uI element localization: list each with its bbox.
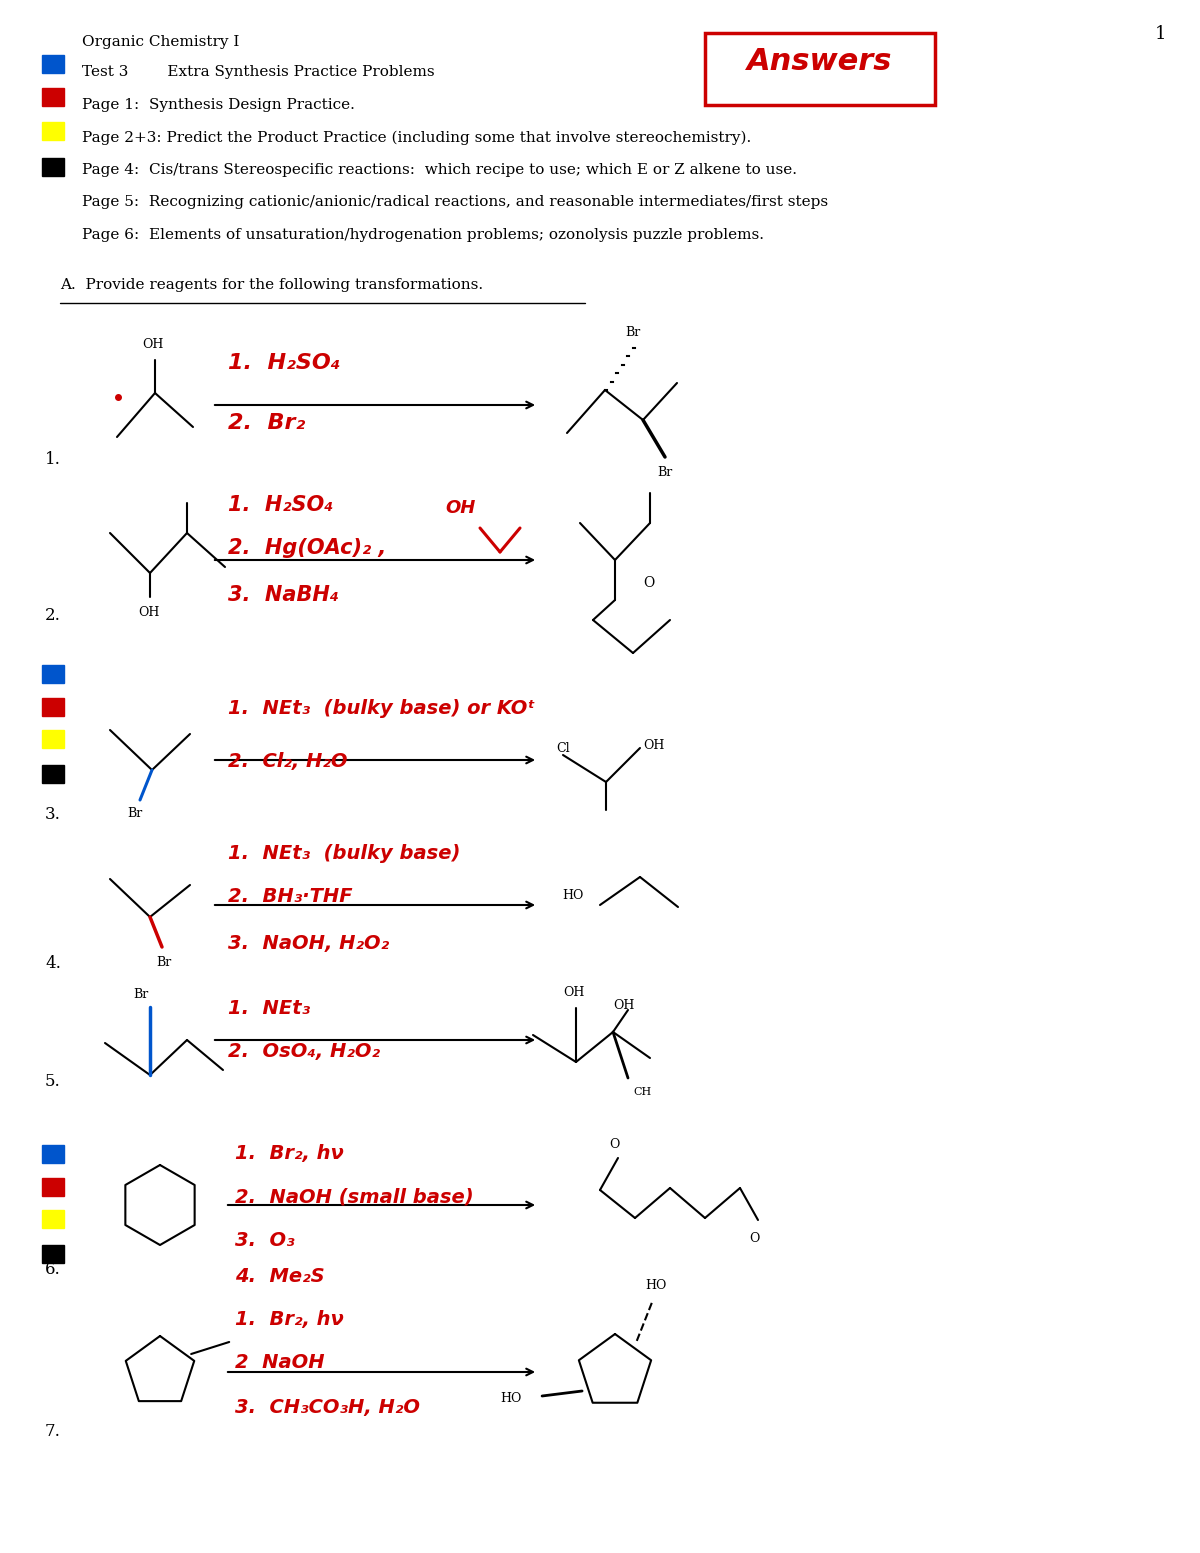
Text: OH: OH [143, 339, 163, 351]
Text: Answers: Answers [748, 48, 893, 76]
Bar [42, 89, 64, 106]
Text: 1.  Br₂, hν: 1. Br₂, hν [235, 1311, 343, 1329]
Text: OH: OH [138, 607, 160, 620]
Text: 4.: 4. [46, 955, 61, 972]
Bar [706, 33, 935, 106]
Text: 5.: 5. [46, 1073, 61, 1090]
Text: OH: OH [643, 739, 665, 753]
Text: Br: Br [133, 989, 149, 1002]
Bar [42, 158, 64, 175]
Bar [42, 1210, 64, 1228]
Text: 2.  Cl₂, H₂O: 2. Cl₂, H₂O [228, 753, 348, 772]
Text: Br: Br [156, 955, 172, 969]
Text: 1.  NEt₃  (bulky base): 1. NEt₃ (bulky base) [228, 843, 461, 862]
Text: Page 6:  Elements of unsaturation/hydrogenation problems; ozonolysis puzzle prob: Page 6: Elements of unsaturation/hydroge… [82, 228, 764, 242]
Text: 2.  BH₃·THF: 2. BH₃·THF [228, 887, 353, 907]
Text: Cl: Cl [556, 741, 570, 755]
Text: Page 4:  Cis/trans Stereospecific reactions:  which recipe to use; which E or Z : Page 4: Cis/trans Stereospecific reactio… [82, 163, 797, 177]
Text: 1.: 1. [46, 452, 61, 469]
Text: 1.  NEt₃: 1. NEt₃ [228, 999, 310, 1017]
Text: Page 5:  Recognizing cationic/anionic/radical reactions, and reasonable intermed: Page 5: Recognizing cationic/anionic/rad… [82, 196, 828, 210]
Bar [42, 123, 64, 140]
Bar [42, 730, 64, 749]
Text: 3.  NaOH, H₂O₂: 3. NaOH, H₂O₂ [228, 933, 389, 952]
Text: Page 2+3: Predict the Product Practice (including some that involve stereochemis: Page 2+3: Predict the Product Practice (… [82, 130, 751, 144]
Text: 3.  NaBH₄: 3. NaBH₄ [228, 585, 340, 606]
Bar [42, 1179, 64, 1196]
Text: OH: OH [563, 986, 584, 999]
Text: 2.  Hg(OAc)₂ ,: 2. Hg(OAc)₂ , [228, 537, 386, 558]
Text: 1.  H₂SO₄: 1. H₂SO₄ [228, 495, 334, 516]
Text: Page 1:  Synthesis Design Practice.: Page 1: Synthesis Design Practice. [82, 98, 355, 112]
Bar [42, 697, 64, 716]
Bar [42, 1246, 64, 1263]
Text: 4.  Me₂S: 4. Me₂S [235, 1267, 325, 1286]
Text: HO: HO [644, 1280, 666, 1292]
Text: CH: CH [634, 1087, 652, 1096]
Text: Br: Br [658, 466, 672, 480]
Text: HO: HO [500, 1393, 522, 1405]
Bar [42, 766, 64, 783]
Text: 3.  CH₃CO₃H, H₂O: 3. CH₃CO₃H, H₂O [235, 1398, 420, 1416]
Text: 2.: 2. [46, 607, 61, 623]
Text: O: O [749, 1232, 760, 1244]
Text: 2.  NaOH (small base): 2. NaOH (small base) [235, 1188, 474, 1207]
Text: 6.: 6. [46, 1261, 61, 1278]
Text: O: O [608, 1137, 619, 1151]
Text: Organic Chemistry I: Organic Chemistry I [82, 36, 239, 50]
Text: O: O [643, 576, 654, 590]
Text: OH: OH [445, 499, 475, 517]
Text: OH: OH [613, 999, 635, 1011]
Text: HO: HO [562, 888, 583, 901]
Text: A.  Provide reagents for the following transformations.: A. Provide reagents for the following tr… [60, 278, 484, 292]
Text: 1: 1 [1154, 25, 1166, 43]
Bar [42, 1145, 64, 1163]
Text: 2.  Br₂: 2. Br₂ [228, 413, 305, 433]
Text: 3.  O₃: 3. O₃ [235, 1230, 295, 1250]
Text: 1.  Br₂, hν: 1. Br₂, hν [235, 1143, 343, 1163]
Text: 3.: 3. [46, 806, 61, 823]
Text: 2  NaOH: 2 NaOH [235, 1353, 325, 1371]
Text: Test 3        Extra Synthesis Practice Problems: Test 3 Extra Synthesis Practice Problems [82, 65, 434, 79]
Text: 7.: 7. [46, 1424, 61, 1441]
Text: 1.  H₂SO₄: 1. H₂SO₄ [228, 353, 341, 373]
Text: 1.  NEt₃  (bulky base) or KOᵗ: 1. NEt₃ (bulky base) or KOᵗ [228, 699, 535, 717]
Text: Br: Br [127, 808, 143, 820]
Text: Br: Br [625, 326, 641, 340]
Text: 2.  OsO₄, H₂O₂: 2. OsO₄, H₂O₂ [228, 1042, 380, 1062]
Bar [42, 54, 64, 73]
Bar [42, 665, 64, 683]
